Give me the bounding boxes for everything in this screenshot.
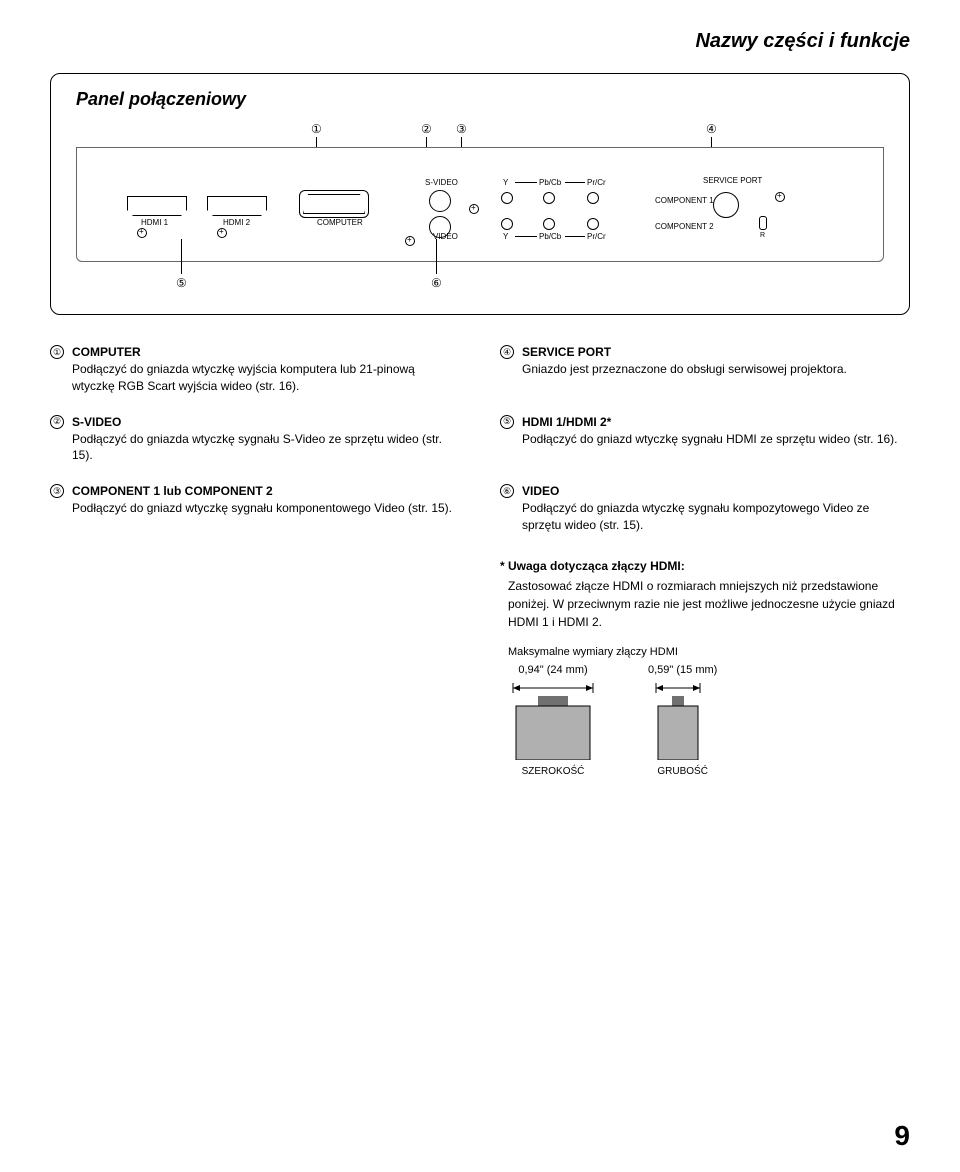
hdmi-note: * Uwaga dotycząca złączy HDMI: Zastosowa… <box>500 559 910 631</box>
connector-panel-diagram: S-VIDEO Y Pb/Cb Pr/Cr COMPONENT 1 VIDEO … <box>76 147 884 262</box>
item-title: COMPUTER <box>72 345 460 359</box>
port-hdmi2 <box>207 196 267 216</box>
plug-width: 0,94" (24 mm) SZEROKOŚĆ <box>508 664 598 777</box>
label-pbcb-top: Pb/Cb <box>539 178 561 187</box>
port-ir <box>759 216 767 230</box>
item-number: ⑥ <box>500 484 514 498</box>
callout-2: ② <box>421 122 432 136</box>
label-prcr-top: Pr/Cr <box>587 178 606 187</box>
plug-depth-value: 0,59" (15 mm) <box>648 664 717 676</box>
item-computer: ① COMPUTER Podłączyć do gniazda wtyczkę w… <box>50 345 460 395</box>
item-body: Podłączyć do gniazd wtyczkę sygnału komp… <box>72 500 452 517</box>
item-body: Podłączyć do gniazd wtyczkę sygnału HDMI… <box>522 431 898 448</box>
port-svideo <box>429 190 451 212</box>
dim-caption: Maksymalne wymiary złączy HDMI <box>508 646 910 658</box>
item-list: ① COMPUTER Podłączyć do gniazda wtyczkę w… <box>50 345 910 534</box>
plug-depth: 0,59" (15 mm) GRUBOŚĆ <box>648 664 717 777</box>
callout-5: ⑤ <box>176 276 187 290</box>
item-title: SERVICE PORT <box>522 345 847 359</box>
callout-3: ③ <box>456 122 467 136</box>
item-body: Podłączyć do gniazda wtyczkę sygnału S-V… <box>72 431 460 465</box>
label-component1: COMPONENT 1 <box>655 196 714 205</box>
port-comp2-pb <box>543 218 555 230</box>
item-title: S-VIDEO <box>72 415 460 429</box>
page-number: 9 <box>894 1120 910 1152</box>
label-svideo: S-VIDEO <box>425 178 458 187</box>
plug-depth-icon <box>648 680 708 760</box>
item-number: ④ <box>500 345 514 359</box>
label-y-top: Y <box>503 178 508 187</box>
port-comp1-y <box>501 192 513 204</box>
item-body: Podłączyć do gniazda wtyczkę sygnału kom… <box>522 500 910 534</box>
hdmi-dimensions: Maksymalne wymiary złączy HDMI 0,94" (24… <box>500 646 910 777</box>
item-body: Gniazdo jest przeznaczone do obsługi ser… <box>522 361 847 378</box>
label-service: SERVICE PORT <box>703 176 762 185</box>
port-hdmi1 <box>127 196 187 216</box>
item-number: ② <box>50 415 64 429</box>
port-comp2-y <box>501 218 513 230</box>
item-component: ③ COMPONENT 1 lub COMPONENT 2 Podłączyć d… <box>50 484 460 534</box>
label-hdmi1: HDMI 1 <box>141 218 168 227</box>
top-callout-row: ① ② ③ ④ <box>66 122 884 147</box>
plug-width-value: 0,94" (24 mm) <box>508 664 598 676</box>
item-service-port: ④ SERVICE PORT Gniazdo jest przeznaczone … <box>500 345 910 395</box>
item-svideo: ② S-VIDEO Podłączyć do gniazda wtyczkę sy… <box>50 415 460 465</box>
plug-depth-label: GRUBOŚĆ <box>648 766 717 777</box>
label-component2: COMPONENT 2 <box>655 222 714 231</box>
item-video: ⑥ VIDEO Podłączyć do gniazda wtyczkę sygn… <box>500 484 910 534</box>
note-body: Zastosować złącze HDMI o rozmiarach mnie… <box>500 577 910 631</box>
label-pbcb-bot: Pb/Cb <box>539 232 561 241</box>
bottom-callout-row: ⑤ ⑥ <box>66 264 884 289</box>
label-prcr-bot: Pr/Cr <box>587 232 606 241</box>
page-header: Nazwy części i funkcje <box>50 30 910 53</box>
label-hdmi2: HDMI 2 <box>223 218 250 227</box>
port-comp1-pr <box>587 192 599 204</box>
panel-frame: Panel połączeniowy ① ② ③ ④ S-VIDEO Y Pb/… <box>50 73 910 315</box>
item-number: ⑤ <box>500 415 514 429</box>
item-hdmi: ⑤ HDMI 1/HDMI 2* Podłączyć do gniazd wtyc… <box>500 415 910 465</box>
callout-1: ① <box>311 122 322 136</box>
item-title: COMPONENT 1 lub COMPONENT 2 <box>72 484 452 498</box>
label-ir: R <box>760 232 765 239</box>
label-computer: COMPUTER <box>317 218 363 227</box>
port-vga <box>299 190 369 218</box>
item-body: Podłączyć do gniazda wtyczkę wyjścia kom… <box>72 361 460 395</box>
callout-4: ④ <box>706 122 717 136</box>
item-number: ③ <box>50 484 64 498</box>
plug-width-label: SZEROKOŚĆ <box>508 766 598 777</box>
port-comp1-pb <box>543 192 555 204</box>
panel-title: Panel połączeniowy <box>76 89 884 110</box>
item-number: ① <box>50 345 64 359</box>
port-comp2-pr <box>587 218 599 230</box>
plug-width-icon <box>508 680 598 760</box>
item-title: HDMI 1/HDMI 2* <box>522 415 898 429</box>
label-y-bot: Y <box>503 232 508 241</box>
note-title: * Uwaga dotycząca złączy HDMI: <box>500 559 910 573</box>
callout-6: ⑥ <box>431 276 442 290</box>
port-service <box>713 192 739 218</box>
port-video <box>429 216 451 238</box>
item-title: VIDEO <box>522 484 910 498</box>
